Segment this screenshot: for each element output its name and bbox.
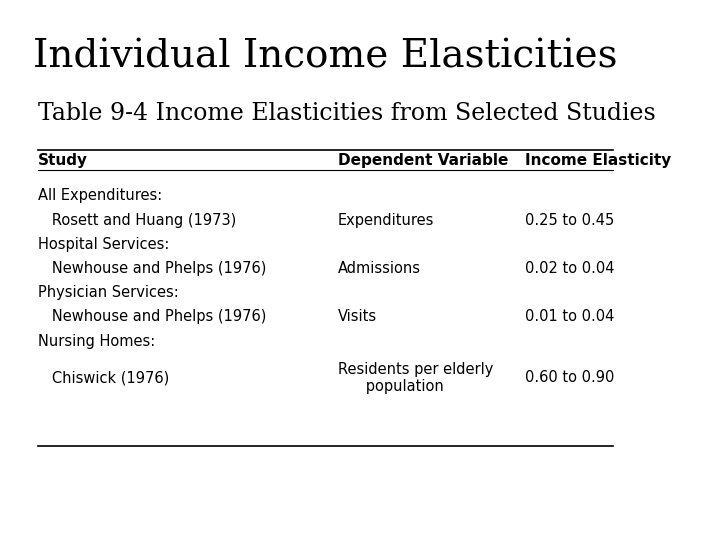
Text: 0.01 to 0.04: 0.01 to 0.04	[526, 309, 615, 325]
Text: Newhouse and Phelps (1976): Newhouse and Phelps (1976)	[38, 261, 266, 276]
Text: Visits: Visits	[338, 309, 377, 325]
Text: Income Elasticity: Income Elasticity	[526, 153, 672, 168]
Text: Newhouse and Phelps (1976): Newhouse and Phelps (1976)	[38, 309, 266, 325]
Text: Physician Services:: Physician Services:	[38, 285, 179, 300]
Text: Admissions: Admissions	[338, 261, 421, 276]
Text: Rosett and Huang (1973): Rosett and Huang (1973)	[38, 213, 236, 228]
Text: Residents per elderly
      population: Residents per elderly population	[338, 362, 493, 394]
Text: Expenditures: Expenditures	[338, 213, 434, 228]
Text: 0.60 to 0.90: 0.60 to 0.90	[526, 370, 615, 386]
Text: Individual Income Elasticities: Individual Income Elasticities	[33, 38, 618, 75]
Text: Study: Study	[38, 153, 89, 168]
Text: 0.25 to 0.45: 0.25 to 0.45	[526, 213, 615, 228]
Text: Dependent Variable: Dependent Variable	[338, 153, 508, 168]
Text: Nursing Homes:: Nursing Homes:	[38, 334, 156, 349]
Text: All Expenditures:: All Expenditures:	[38, 188, 163, 203]
Text: Hospital Services:: Hospital Services:	[38, 237, 170, 252]
Text: Chiswick (1976): Chiswick (1976)	[38, 370, 169, 386]
Text: 0.02 to 0.04: 0.02 to 0.04	[526, 261, 615, 276]
Text: Table 9-4 Income Elasticities from Selected Studies: Table 9-4 Income Elasticities from Selec…	[38, 102, 656, 125]
